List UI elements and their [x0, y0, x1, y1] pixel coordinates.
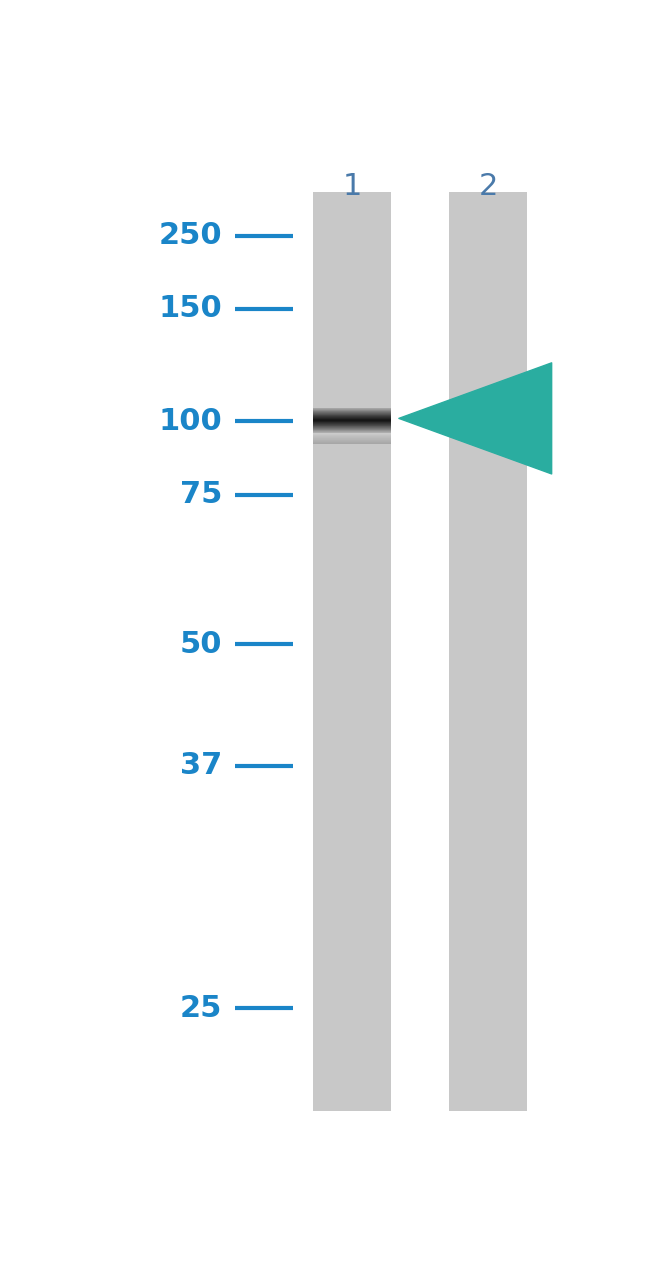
Bar — [313, 192, 391, 1111]
Text: 75: 75 — [180, 480, 222, 509]
Text: 2: 2 — [478, 173, 498, 201]
Text: 25: 25 — [180, 993, 222, 1022]
Bar — [449, 192, 527, 1111]
Text: 250: 250 — [159, 221, 222, 250]
Text: 100: 100 — [159, 406, 222, 436]
Text: 150: 150 — [159, 295, 222, 324]
Text: 1: 1 — [343, 173, 361, 201]
Text: 37: 37 — [180, 751, 222, 780]
Text: 50: 50 — [180, 630, 222, 659]
